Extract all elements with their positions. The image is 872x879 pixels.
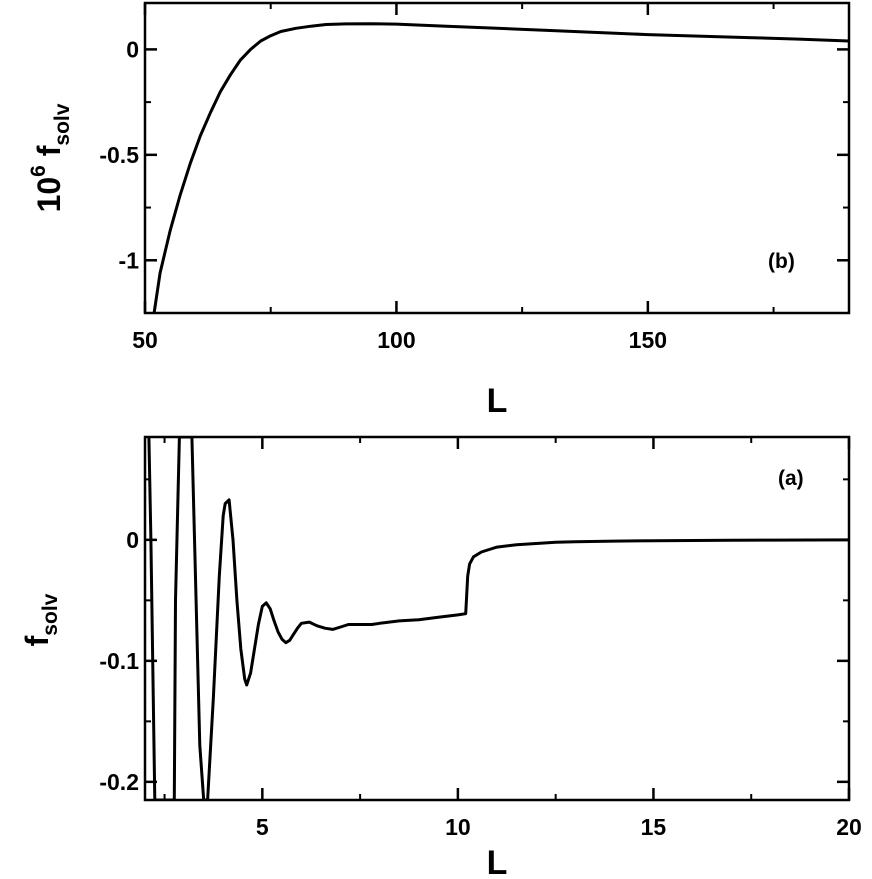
y-axis-title-b-exponent: 6 xyxy=(27,165,50,177)
x-axis-title-a: L xyxy=(487,844,508,879)
panel-label-b: (b) xyxy=(768,250,795,273)
y-axis-title-a: fsolv xyxy=(19,593,62,646)
panel-label-a: (a) xyxy=(778,467,804,490)
svg-text:fsolv: fsolv xyxy=(19,593,62,646)
ticks-a: 5 10 15 20 -0.2 -0.1 0 xyxy=(99,437,862,840)
svg-text:106 fsolv: 106 fsolv xyxy=(27,103,74,212)
plot-frame-b xyxy=(143,1,851,315)
y-axis-title-b: 106 fsolv xyxy=(27,103,74,212)
x-tick-label-a: 15 xyxy=(641,814,667,840)
x-tick-label-b: 100 xyxy=(377,327,415,353)
x-tick-label-a: 5 xyxy=(256,814,269,840)
x-tick-label-a: 10 xyxy=(445,814,471,840)
y-tick-label-b: -0.5 xyxy=(99,142,139,168)
plot-frame-a xyxy=(143,435,851,802)
series-line-b xyxy=(152,22,850,314)
x-tick-label-b: 150 xyxy=(629,327,667,353)
panel-b: 50 100 150 -1 -0.5 0 (b) L 106 fsolv xyxy=(27,1,851,420)
y-axis-title-a-subscript: solv xyxy=(39,593,62,635)
y-tick-label-a: 0 xyxy=(126,527,139,553)
y-tick-label-a: -0.1 xyxy=(99,648,139,674)
y-tick-label-a: -0.2 xyxy=(99,769,139,795)
x-axis-title-b: L xyxy=(487,382,508,420)
y-tick-label-b: -1 xyxy=(119,247,140,273)
y-tick-label-b: 0 xyxy=(126,36,139,62)
series-line-a xyxy=(147,437,849,800)
y-axis-title-b-symbol: f xyxy=(31,145,67,156)
y-axis-title-b-prefix: 10 xyxy=(31,177,67,213)
panel-a: 5 10 15 20 -0.2 -0.1 0 (a) L fsolv xyxy=(19,435,862,879)
y-axis-title-b-subscript: solv xyxy=(51,103,74,145)
x-tick-label-a: 20 xyxy=(836,814,862,840)
x-tick-label-b: 50 xyxy=(132,327,158,353)
ticks-b: 50 100 150 -1 -0.5 0 xyxy=(99,3,849,353)
y-axis-title-a-symbol: f xyxy=(19,635,55,646)
